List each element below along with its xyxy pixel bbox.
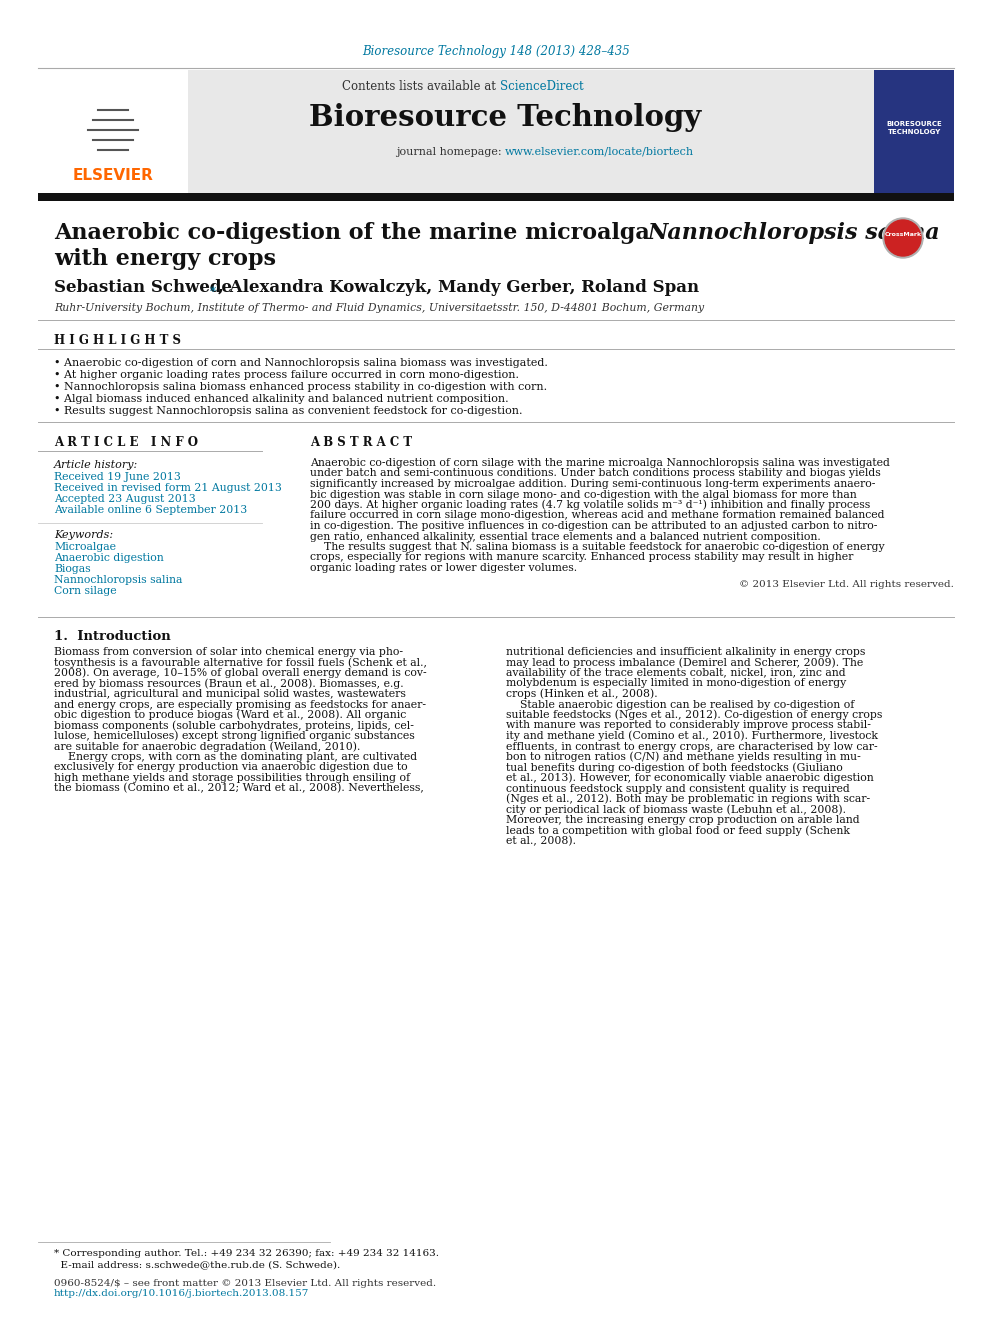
- Circle shape: [885, 220, 921, 255]
- Text: http://dx.doi.org/10.1016/j.biortech.2013.08.157: http://dx.doi.org/10.1016/j.biortech.201…: [54, 1290, 310, 1298]
- Text: the biomass (Comino et al., 2012; Ward et al., 2008). Nevertheless,: the biomass (Comino et al., 2012; Ward e…: [54, 783, 424, 794]
- Text: H I G H L I G H T S: H I G H L I G H T S: [54, 333, 181, 347]
- Text: Moreover, the increasing energy crop production on arable land: Moreover, the increasing energy crop pro…: [506, 815, 860, 826]
- Text: Energy crops, with corn as the dominating plant, are cultivated: Energy crops, with corn as the dominatin…: [54, 751, 417, 762]
- Text: • Nannochloropsis salina biomass enhanced process stability in co-digestion with: • Nannochloropsis salina biomass enhance…: [54, 382, 548, 392]
- Text: organic loading rates or lower digester volumes.: organic loading rates or lower digester …: [310, 564, 577, 573]
- Text: • Algal biomass induced enhanced alkalinity and balanced nutrient composition.: • Algal biomass induced enhanced alkalin…: [54, 394, 509, 404]
- Text: Received 19 June 2013: Received 19 June 2013: [54, 472, 181, 482]
- Text: 1.  Introduction: 1. Introduction: [54, 631, 171, 643]
- Text: leads to a competition with global food or feed supply (Schenk: leads to a competition with global food …: [506, 826, 850, 836]
- Text: Contents lists available at: Contents lists available at: [342, 79, 500, 93]
- Circle shape: [883, 218, 923, 258]
- Text: Biogas: Biogas: [54, 564, 90, 574]
- Text: ity and methane yield (Comino et al., 2010). Furthermore, livestock: ity and methane yield (Comino et al., 20…: [506, 730, 878, 741]
- Text: continuous feedstock supply and consistent quality is required: continuous feedstock supply and consiste…: [506, 783, 850, 794]
- FancyBboxPatch shape: [38, 70, 954, 193]
- Text: www.elsevier.com/locate/biortech: www.elsevier.com/locate/biortech: [505, 147, 694, 157]
- Text: Article history:: Article history:: [54, 460, 138, 470]
- Text: bon to nitrogen ratios (C/N) and methane yields resulting in mu-: bon to nitrogen ratios (C/N) and methane…: [506, 751, 861, 762]
- Text: tosynthesis is a favourable alternative for fossil fuels (Schenk et al.,: tosynthesis is a favourable alternative …: [54, 658, 427, 668]
- Text: may lead to process imbalance (Demirel and Scherer, 2009). The: may lead to process imbalance (Demirel a…: [506, 658, 863, 668]
- Text: Anaerobic co-digestion of corn silage with the marine microalga Nannochloropsis : Anaerobic co-digestion of corn silage wi…: [310, 458, 890, 468]
- Text: and energy crops, are especially promising as feedstocks for anaer-: and energy crops, are especially promisi…: [54, 700, 426, 709]
- Text: gen ratio, enhanced alkalinity, essential trace elements and a balanced nutrient: gen ratio, enhanced alkalinity, essentia…: [310, 532, 820, 541]
- Text: (Nges et al., 2012). Both may be problematic in regions with scar-: (Nges et al., 2012). Both may be problem…: [506, 794, 870, 804]
- Text: 0960-8524/$ – see front matter © 2013 Elsevier Ltd. All rights reserved.: 0960-8524/$ – see front matter © 2013 El…: [54, 1278, 436, 1287]
- Text: with energy crops: with energy crops: [54, 247, 276, 270]
- Text: in co-digestion. The positive influences in co-digestion can be attributed to an: in co-digestion. The positive influences…: [310, 521, 877, 531]
- Text: Anaerobic digestion: Anaerobic digestion: [54, 553, 164, 564]
- Text: Stable anaerobic digestion can be realised by co-digestion of: Stable anaerobic digestion can be realis…: [506, 700, 854, 709]
- Text: under batch and semi-continuous conditions. Under batch conditions process stabi: under batch and semi-continuous conditio…: [310, 468, 881, 479]
- Text: ScienceDirect: ScienceDirect: [500, 79, 583, 93]
- Text: Biomass from conversion of solar into chemical energy via pho-: Biomass from conversion of solar into ch…: [54, 647, 403, 658]
- FancyBboxPatch shape: [38, 193, 954, 201]
- Text: crops (Hinken et al., 2008).: crops (Hinken et al., 2008).: [506, 689, 658, 700]
- Text: availability of the trace elements cobalt, nickel, iron, zinc and: availability of the trace elements cobal…: [506, 668, 845, 677]
- FancyBboxPatch shape: [38, 70, 188, 193]
- Text: high methane yields and storage possibilities through ensiling of: high methane yields and storage possibil…: [54, 773, 410, 783]
- Text: failure occurred in corn silage mono-digestion, whereas acid and methane formati: failure occurred in corn silage mono-dig…: [310, 511, 885, 520]
- Text: ELSEVIER: ELSEVIER: [72, 168, 154, 183]
- Text: Nannochloropsis salina: Nannochloropsis salina: [54, 576, 183, 585]
- Text: Microalgae: Microalgae: [54, 542, 116, 552]
- Text: suitable feedstocks (Nges et al., 2012). Co-digestion of energy crops: suitable feedstocks (Nges et al., 2012).…: [506, 709, 882, 720]
- Text: molybdenum is especially limited in mono-digestion of energy: molybdenum is especially limited in mono…: [506, 679, 846, 688]
- Text: The results suggest that N. salina biomass is a suitable feedstock for anaerobic: The results suggest that N. salina bioma…: [310, 542, 885, 552]
- Text: CrossMark: CrossMark: [885, 233, 922, 238]
- Text: Corn silage: Corn silage: [54, 586, 117, 595]
- Text: Received in revised form 21 August 2013: Received in revised form 21 August 2013: [54, 483, 282, 493]
- Text: significantly increased by microalgae addition. During semi-continuous long-term: significantly increased by microalgae ad…: [310, 479, 875, 490]
- Text: obic digestion to produce biogas (Ward et al., 2008). All organic: obic digestion to produce biogas (Ward e…: [54, 709, 407, 720]
- Text: biomass components (soluble carbohydrates, proteins, lipids, cel-: biomass components (soluble carbohydrate…: [54, 720, 414, 730]
- Text: , Alexandra Kowalczyk, Mandy Gerber, Roland Span: , Alexandra Kowalczyk, Mandy Gerber, Rol…: [218, 279, 699, 296]
- Text: industrial, agricultural and municipal solid wastes, wastewaters: industrial, agricultural and municipal s…: [54, 689, 406, 699]
- Text: Ruhr-University Bochum, Institute of Thermo- and Fluid Dynamics, Universitaetsst: Ruhr-University Bochum, Institute of The…: [54, 303, 704, 314]
- Text: Accepted 23 August 2013: Accepted 23 August 2013: [54, 493, 195, 504]
- Text: • Results suggest Nannochloropsis salina as convenient feedstock for co-digestio: • Results suggest Nannochloropsis salina…: [54, 406, 523, 415]
- Text: city or periodical lack of biomass waste (Lebuhn et al., 2008).: city or periodical lack of biomass waste…: [506, 804, 846, 815]
- Text: nutritional deficiencies and insufficient alkalinity in energy crops: nutritional deficiencies and insufficien…: [506, 647, 865, 658]
- Text: effluents, in contrast to energy crops, are characterised by low car-: effluents, in contrast to energy crops, …: [506, 741, 878, 751]
- Text: Keywords:: Keywords:: [54, 531, 113, 540]
- Text: ered by biomass resources (Braun et al., 2008). Biomasses, e.g.: ered by biomass resources (Braun et al.,…: [54, 679, 404, 689]
- Text: exclusively for energy production via anaerobic digestion due to: exclusively for energy production via an…: [54, 762, 408, 773]
- Text: 2008). On average, 10–15% of global overall energy demand is cov-: 2008). On average, 10–15% of global over…: [54, 668, 427, 679]
- Text: * Corresponding author. Tel.: +49 234 32 26390; fax: +49 234 32 14163.: * Corresponding author. Tel.: +49 234 32…: [54, 1249, 439, 1258]
- Text: E-mail address: s.schwede@the.rub.de (S. Schwede).: E-mail address: s.schwede@the.rub.de (S.…: [54, 1261, 340, 1270]
- Text: crops, especially for regions with manure scarcity. Enhanced process stability m: crops, especially for regions with manur…: [310, 553, 853, 562]
- Text: • At higher organic loading rates process failure occurred in corn mono-digestio: • At higher organic loading rates proces…: [54, 370, 519, 380]
- Text: lulose, hemicelluloses) except strong lignified organic substances: lulose, hemicelluloses) except strong li…: [54, 730, 415, 741]
- Text: A R T I C L E   I N F O: A R T I C L E I N F O: [54, 437, 198, 450]
- Text: with manure was reported to considerably improve process stabil-: with manure was reported to considerably…: [506, 721, 871, 730]
- Text: journal homepage:: journal homepage:: [396, 147, 505, 157]
- Text: tual benefits during co-digestion of both feedstocks (Giuliano: tual benefits during co-digestion of bot…: [506, 762, 843, 773]
- Text: Available online 6 September 2013: Available online 6 September 2013: [54, 505, 247, 515]
- Text: Anaerobic co-digestion of the marine microalga: Anaerobic co-digestion of the marine mic…: [54, 222, 658, 243]
- Text: et al., 2013). However, for economically viable anaerobic digestion: et al., 2013). However, for economically…: [506, 773, 874, 783]
- Text: • Anaerobic co-digestion of corn and Nannochloropsis salina biomass was investig: • Anaerobic co-digestion of corn and Nan…: [54, 359, 548, 368]
- Text: © 2013 Elsevier Ltd. All rights reserved.: © 2013 Elsevier Ltd. All rights reserved…: [739, 579, 954, 589]
- Text: Nannochloropsis salina: Nannochloropsis salina: [648, 222, 940, 243]
- Text: et al., 2008).: et al., 2008).: [506, 836, 576, 847]
- Text: *: *: [210, 286, 216, 299]
- Text: Sebastian Schwede: Sebastian Schwede: [54, 279, 232, 296]
- Text: Bioresource Technology 148 (2013) 428–435: Bioresource Technology 148 (2013) 428–43…: [362, 45, 630, 58]
- Text: are suitable for anaerobic degradation (Weiland, 2010).: are suitable for anaerobic degradation (…: [54, 741, 360, 751]
- Text: bic digestion was stable in corn silage mono- and co-digestion with the algal bi: bic digestion was stable in corn silage …: [310, 490, 857, 500]
- Text: 200 days. At higher organic loading rates (4.7 kg volatile solids m⁻³ d⁻¹) inhib: 200 days. At higher organic loading rate…: [310, 500, 870, 511]
- Text: BIORESOURCE
TECHNOLOGY: BIORESOURCE TECHNOLOGY: [886, 120, 941, 135]
- Text: A B S T R A C T: A B S T R A C T: [310, 437, 412, 450]
- FancyBboxPatch shape: [874, 70, 954, 193]
- Text: Bioresource Technology: Bioresource Technology: [309, 103, 701, 132]
